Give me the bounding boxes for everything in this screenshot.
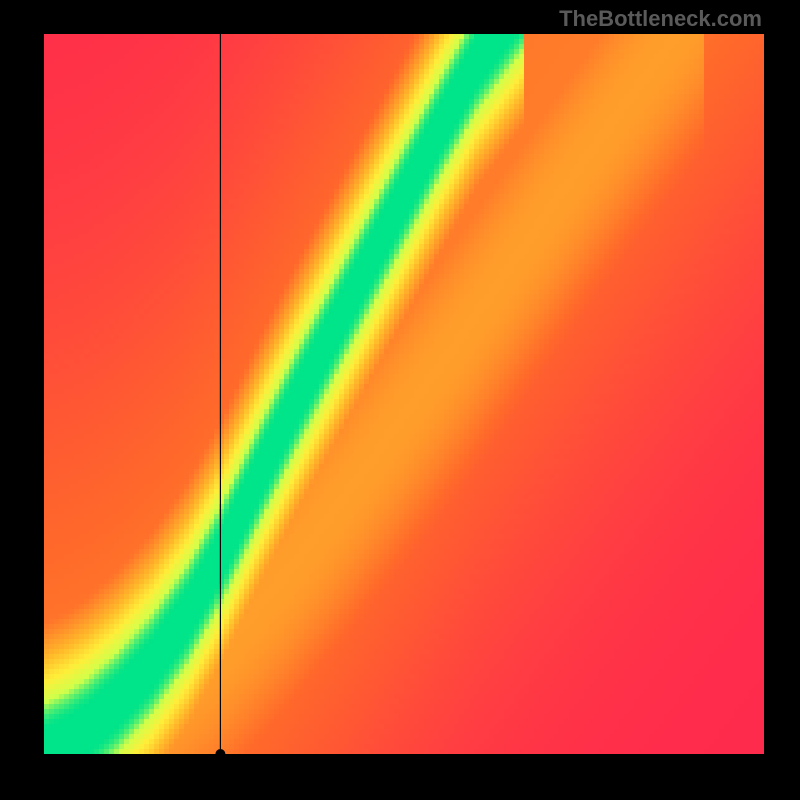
heatmap-plot (44, 34, 764, 754)
watermark-text: TheBottleneck.com (559, 6, 762, 32)
heatmap-canvas (44, 34, 764, 754)
